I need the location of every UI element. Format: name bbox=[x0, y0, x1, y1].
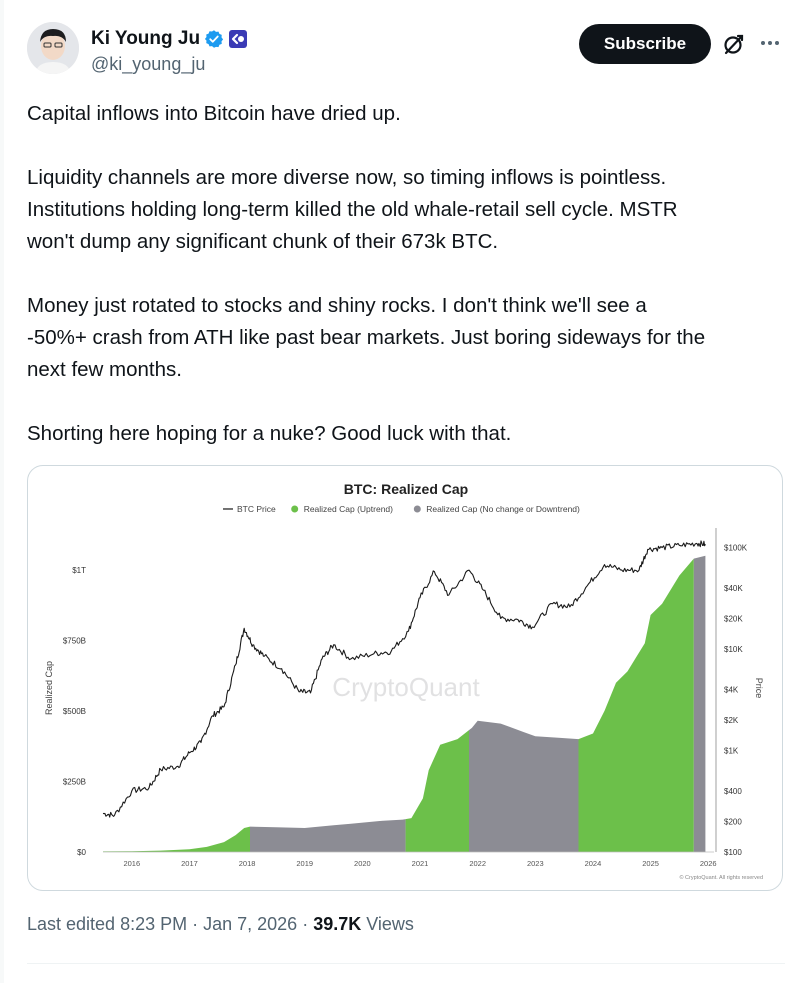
y2-axis-label: Price bbox=[754, 678, 764, 699]
y-tick-label: $750B bbox=[63, 636, 86, 645]
name-row: Ki Young Ju bbox=[91, 28, 248, 50]
tweet-line: Shorting here hoping for a nuke? Good lu… bbox=[27, 422, 512, 445]
y-tick-label: $250B bbox=[63, 777, 86, 786]
timeline-border bbox=[0, 0, 4, 983]
x-tick-label: 2020 bbox=[354, 859, 371, 868]
realized-cap-flat-area bbox=[469, 720, 579, 852]
realized-cap-uptrend-area bbox=[578, 558, 694, 852]
tweet-line: next few months. bbox=[27, 358, 182, 381]
tweet-header: Ki Young Ju @ki_young_ju Subscribe bbox=[27, 22, 787, 78]
y2-tick-label: $1K bbox=[724, 747, 739, 756]
y2-tick-label: $100 bbox=[724, 848, 742, 857]
y2-tick-label: $2K bbox=[724, 716, 739, 725]
grok-icon[interactable] bbox=[722, 32, 746, 56]
y-axis-left: $0 $250B $500B $750B $1T bbox=[63, 566, 87, 857]
avatar[interactable] bbox=[27, 22, 79, 74]
y-axis-label: Realized Cap bbox=[44, 661, 54, 715]
legend-entry: BTC Price bbox=[237, 504, 276, 514]
x-tick-label: 2023 bbox=[527, 859, 544, 868]
tweet-media-chart[interactable]: BTC: Realized Cap BTC Price Realized Cap … bbox=[27, 465, 783, 891]
y-tick-label: $500B bbox=[63, 707, 86, 716]
avatar-image bbox=[27, 22, 79, 74]
x-tick-label: 2019 bbox=[296, 859, 313, 868]
tweet-line: Institutions holding long-term killed th… bbox=[27, 198, 678, 221]
verified-badge-icon bbox=[204, 30, 224, 48]
realized-cap-uptrend-area bbox=[103, 826, 250, 852]
divider bbox=[27, 963, 785, 964]
tweet-line: Liquidity channels are more diverse now,… bbox=[27, 166, 667, 189]
realized-cap-chart: BTC: Realized Cap BTC Price Realized Cap … bbox=[44, 481, 764, 881]
realized-cap-flat-area bbox=[250, 819, 406, 852]
realized-cap-flat-area bbox=[693, 555, 706, 852]
display-name[interactable]: Ki Young Ju bbox=[91, 28, 201, 49]
tweet-line: Money just rotated to stocks and shiny r… bbox=[27, 294, 647, 317]
x-tick-label: 2016 bbox=[123, 859, 140, 868]
legend-entry: Realized Cap (No change or Downtrend) bbox=[426, 504, 580, 514]
tweet-line: Capital inflows into Bitcoin have dried … bbox=[27, 102, 401, 125]
y-axis-right: $100 $200 $400 $1K $2K $4K $10K $20K $40K $100K bbox=[715, 528, 748, 857]
meta-separator: · bbox=[192, 914, 199, 934]
meta-separator: · bbox=[302, 914, 309, 934]
views-count: 39.7K bbox=[313, 914, 362, 934]
y2-tick-label: $10K bbox=[724, 645, 743, 654]
tweet-line: -50%+ crash from ATH like past bear mark… bbox=[27, 326, 706, 349]
chart-legend: BTC Price Realized Cap (Uptrend) Realized … bbox=[223, 504, 580, 514]
handle[interactable]: @ki_young_ju bbox=[91, 54, 206, 74]
views-label: Views bbox=[366, 914, 414, 934]
more-horizontal-icon[interactable] bbox=[758, 31, 782, 55]
y2-tick-label: $200 bbox=[724, 817, 742, 826]
realized-cap-uptrend-area bbox=[405, 730, 469, 852]
x-axis: 2016 2017 2018 2019 2020 2021 2022 2023 2024 2025… bbox=[103, 851, 717, 868]
subscribe-button[interactable]: Subscribe bbox=[579, 24, 711, 64]
y-tick-label: $1T bbox=[72, 566, 86, 575]
btc-price-line bbox=[102, 540, 706, 818]
x-tick-label: 2018 bbox=[239, 859, 256, 868]
tweet-line: won't dump any significant chunk of thei… bbox=[27, 230, 499, 253]
btc-price-line-group bbox=[102, 540, 706, 818]
legend-swatch-dot bbox=[291, 505, 299, 513]
tweet-text: Capital inflows into Bitcoin have dried … bbox=[27, 98, 787, 450]
legend-entry: Realized Cap (Uptrend) bbox=[304, 504, 393, 514]
x-tick-label: 2025 bbox=[642, 859, 659, 868]
x-tick-label: 2021 bbox=[412, 859, 429, 868]
y2-tick-label: $40K bbox=[724, 584, 743, 593]
realized-cap-areas bbox=[103, 555, 706, 852]
x-tick-label: 2026 bbox=[700, 859, 717, 868]
y2-tick-label: $20K bbox=[724, 614, 743, 623]
y-tick-label: $0 bbox=[77, 848, 86, 857]
x-tick-label: 2024 bbox=[585, 859, 602, 868]
legend-swatch-dot bbox=[413, 505, 421, 513]
post-date[interactable]: Jan 7, 2026 bbox=[203, 914, 298, 934]
cryptoquant-logo-icon[interactable] bbox=[228, 29, 248, 49]
chart-watermark: CryptoQuant bbox=[332, 672, 480, 702]
post-meta: Last edited 8:23 PM · Jan 7, 2026 · 39.7… bbox=[27, 914, 414, 935]
x-tick-label: 2022 bbox=[469, 859, 486, 868]
x-tick-label: 2017 bbox=[181, 859, 198, 868]
y2-tick-label: $4K bbox=[724, 685, 739, 694]
chart-copyright: © CryptoQuant. All rights reserved bbox=[679, 874, 763, 881]
y2-tick-label: $400 bbox=[724, 787, 742, 796]
chart-title: BTC: Realized Cap bbox=[344, 481, 468, 497]
edited-time[interactable]: Last edited 8:23 PM bbox=[27, 914, 188, 934]
y2-tick-label: $100K bbox=[724, 544, 748, 553]
